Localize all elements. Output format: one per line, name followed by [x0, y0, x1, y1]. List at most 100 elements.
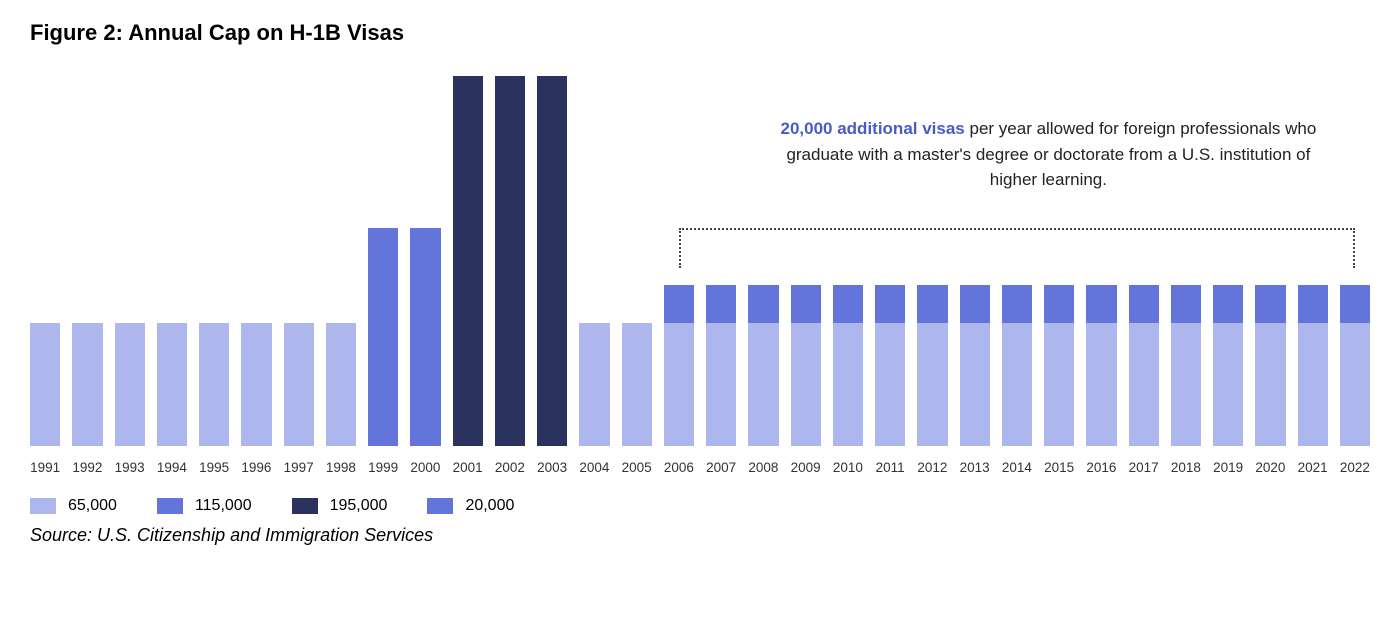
x-label: 1991 — [30, 460, 60, 475]
legend-item-extra20k: 20,000 — [427, 497, 514, 515]
x-label: 2022 — [1340, 460, 1370, 475]
legend-swatch — [157, 498, 183, 514]
bar-segment-cap65k — [1129, 323, 1159, 446]
x-label: 2003 — [537, 460, 567, 475]
bar-segment-cap65k — [115, 323, 145, 446]
legend-label: 65,000 — [68, 497, 117, 515]
x-label: 2006 — [664, 460, 694, 475]
bar-segment-extra20k — [875, 285, 905, 323]
bar-segment-cap65k — [875, 323, 905, 446]
x-label: 2021 — [1298, 460, 1328, 475]
bar-segment-extra20k — [1298, 285, 1328, 323]
x-label: 1992 — [72, 460, 102, 475]
x-label: 2002 — [495, 460, 525, 475]
bar-segment-cap65k — [1002, 323, 1032, 446]
bar-segment-cap65k — [1086, 323, 1116, 446]
bar-segment-cap65k — [326, 323, 356, 446]
x-label: 1993 — [115, 460, 145, 475]
x-label: 2016 — [1086, 460, 1116, 475]
x-label: 2020 — [1255, 460, 1285, 475]
bar-1991 — [30, 76, 60, 446]
bar-1993 — [115, 76, 145, 446]
bar-segment-cap65k — [157, 323, 187, 446]
bar-segment-extra20k — [1002, 285, 1032, 323]
bar-segment-cap65k — [833, 323, 863, 446]
bar-2003 — [537, 76, 567, 446]
x-label: 2013 — [960, 460, 990, 475]
x-label: 2014 — [1002, 460, 1032, 475]
legend-label: 20,000 — [465, 497, 514, 515]
x-label: 2010 — [833, 460, 863, 475]
x-label: 2004 — [579, 460, 609, 475]
bar-2002 — [495, 76, 525, 446]
bar-segment-cap65k — [241, 323, 271, 446]
bar-segment-cap65k — [72, 323, 102, 446]
bar-1999 — [368, 76, 398, 446]
x-label: 2005 — [622, 460, 652, 475]
legend-swatch — [30, 498, 56, 514]
bar-segment-cap195k — [537, 76, 567, 446]
bar-segment-cap65k — [1213, 323, 1243, 446]
bar-segment-cap115k — [410, 228, 440, 446]
annotation-highlight: 20,000 additional visas — [781, 119, 965, 138]
legend-item-cap195k: 195,000 — [292, 497, 388, 515]
x-label: 2015 — [1044, 460, 1074, 475]
bar-segment-cap65k — [1298, 323, 1328, 446]
x-label: 1996 — [241, 460, 271, 475]
bar-segment-extra20k — [1213, 285, 1243, 323]
x-label: 1999 — [368, 460, 398, 475]
bar-1995 — [199, 76, 229, 446]
bar-segment-cap65k — [1044, 323, 1074, 446]
bar-1994 — [157, 76, 187, 446]
annotation-bracket — [679, 228, 1355, 268]
x-label: 2000 — [410, 460, 440, 475]
x-axis-labels: 1991199219931994199519961997199819992000… — [30, 460, 1370, 475]
bar-segment-extra20k — [917, 285, 947, 323]
bar-1996 — [241, 76, 271, 446]
x-label: 2018 — [1171, 460, 1201, 475]
bar-segment-cap65k — [960, 323, 990, 446]
bar-segment-cap65k — [622, 323, 652, 446]
bar-segment-extra20k — [1171, 285, 1201, 323]
bar-segment-extra20k — [960, 285, 990, 323]
bar-segment-cap115k — [368, 228, 398, 446]
bar-2005 — [622, 76, 652, 446]
annotation-text: 20,000 additional visas per year allowed… — [767, 116, 1330, 193]
x-label: 2008 — [748, 460, 778, 475]
bar-2001 — [453, 76, 483, 446]
x-label: 2017 — [1129, 460, 1159, 475]
x-label: 2011 — [875, 460, 905, 475]
bar-1992 — [72, 76, 102, 446]
bar-segment-cap65k — [284, 323, 314, 446]
bar-segment-extra20k — [1086, 285, 1116, 323]
figure-title: Figure 2: Annual Cap on H-1B Visas — [30, 20, 1370, 46]
x-label: 2007 — [706, 460, 736, 475]
bar-segment-cap65k — [1255, 323, 1285, 446]
bar-segment-cap65k — [199, 323, 229, 446]
bar-segment-extra20k — [748, 285, 778, 323]
legend-item-cap65k: 65,000 — [30, 497, 117, 515]
bar-segment-cap65k — [748, 323, 778, 446]
bar-segment-cap65k — [1171, 323, 1201, 446]
bar-segment-cap65k — [706, 323, 736, 446]
legend-item-cap115k: 115,000 — [157, 497, 252, 515]
legend-swatch — [292, 498, 318, 514]
legend-swatch — [427, 498, 453, 514]
source-text: Source: U.S. Citizenship and Immigration… — [30, 525, 1370, 546]
x-label: 1994 — [157, 460, 187, 475]
x-label: 2001 — [453, 460, 483, 475]
bar-segment-cap65k — [664, 323, 694, 446]
bar-1998 — [326, 76, 356, 446]
bar-segment-cap65k — [791, 323, 821, 446]
bar-segment-cap195k — [495, 76, 525, 446]
bar-segment-extra20k — [833, 285, 863, 323]
bar-segment-extra20k — [791, 285, 821, 323]
bar-1997 — [284, 76, 314, 446]
bar-segment-extra20k — [706, 285, 736, 323]
bar-2004 — [579, 76, 609, 446]
bar-segment-extra20k — [1044, 285, 1074, 323]
x-label: 2019 — [1213, 460, 1243, 475]
bar-segment-cap65k — [1340, 323, 1370, 446]
x-label: 2012 — [917, 460, 947, 475]
bar-segment-cap65k — [579, 323, 609, 446]
